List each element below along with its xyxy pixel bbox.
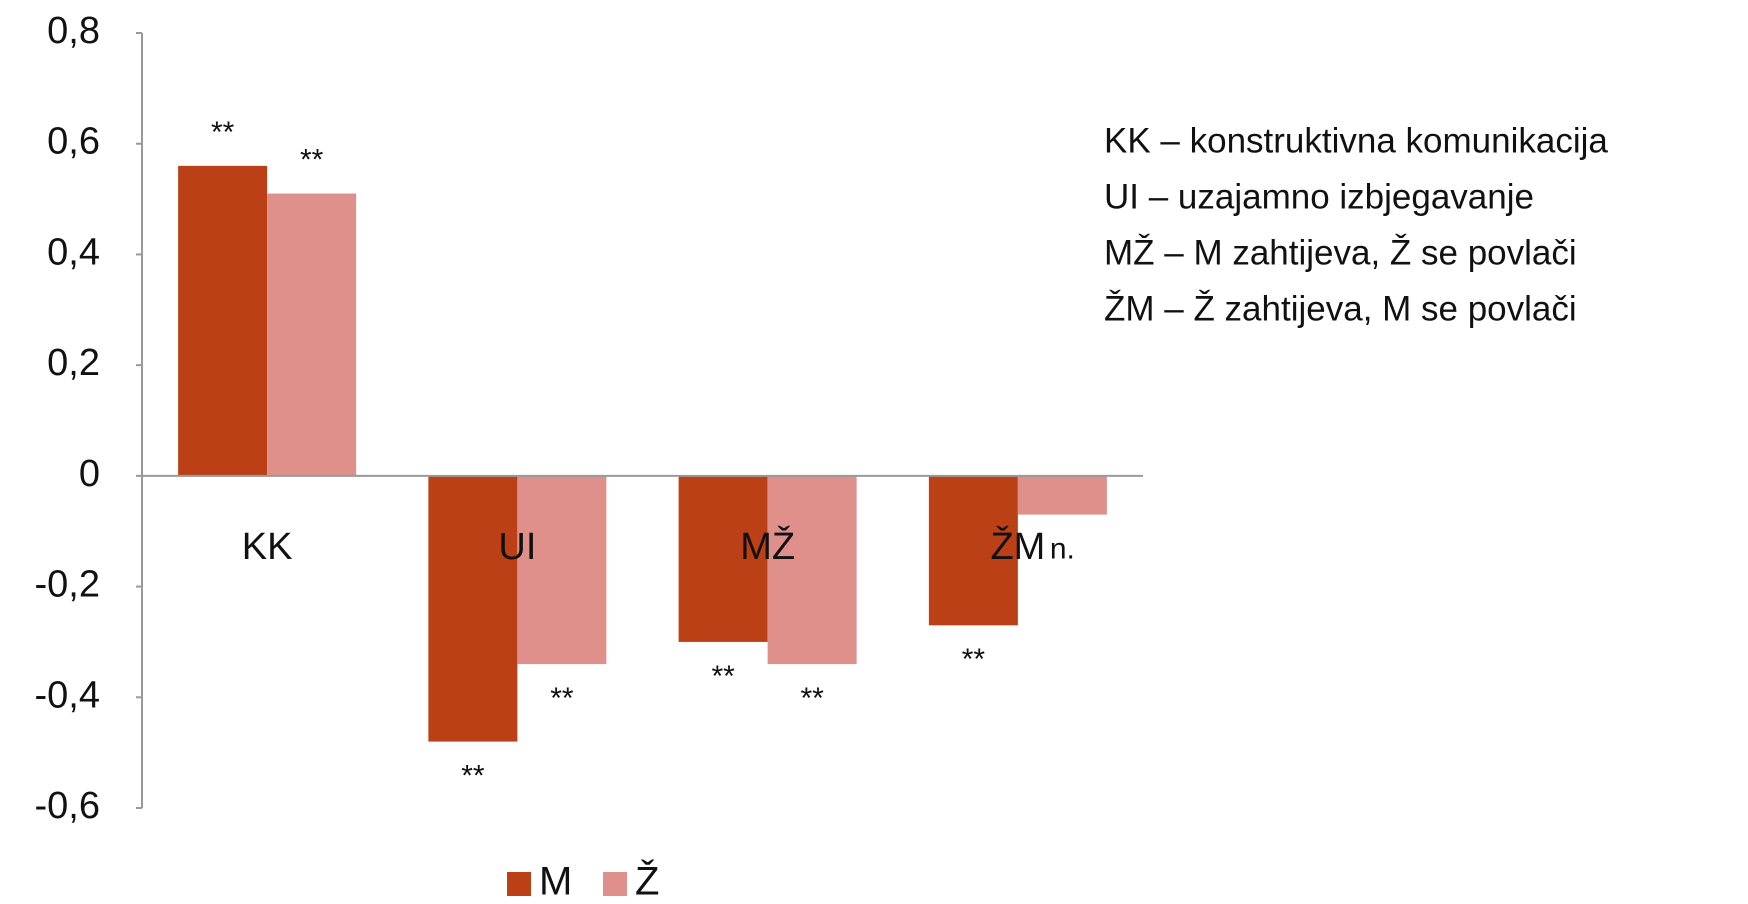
bar (267, 193, 357, 476)
y-tick-label: 0,8 (47, 10, 100, 52)
bar (1017, 475, 1107, 515)
x-tick-label: KK (242, 526, 293, 568)
y-tick-label: -0,4 (35, 674, 100, 716)
bar (517, 475, 607, 665)
legend-swatch (603, 872, 627, 896)
y-tick-label: 0,6 (47, 121, 100, 163)
significance-label: ** (300, 143, 324, 176)
note: UI – uzajamno izbjegavanje (1104, 177, 1534, 216)
bar (928, 475, 1018, 626)
significance-label: ** (962, 643, 986, 676)
note: KK – konstruktivna komunikacija (1104, 121, 1608, 160)
bar (428, 475, 518, 742)
bar (678, 475, 768, 642)
y-tick-label: 0 (79, 453, 100, 495)
bar (767, 475, 857, 665)
y-tick-label: 0,2 (47, 342, 100, 384)
x-tick-label: UI (498, 526, 536, 568)
y-tick-label: -0,2 (35, 564, 100, 606)
significance-label: ** (211, 116, 235, 149)
legend-label: Ž (635, 859, 659, 904)
legend-swatch (507, 872, 531, 896)
legend-label: M (539, 860, 572, 904)
note: ŽM – Ž zahtijeva, M se povlači (1104, 289, 1577, 328)
note: MŽ – M zahtijeva, Ž se povlači (1104, 233, 1577, 272)
significance-label: ** (550, 682, 574, 715)
x-tick-label: ŽM (990, 525, 1045, 568)
significance-label: ** (711, 660, 735, 693)
significance-label: n. (1050, 533, 1075, 566)
bar (178, 165, 268, 476)
significance-label: ** (461, 759, 485, 792)
y-tick-label: 0,4 (47, 231, 100, 273)
y-tick-label: -0,6 (35, 785, 100, 827)
x-tick-label: MŽ (740, 525, 795, 568)
significance-label: ** (800, 682, 824, 715)
